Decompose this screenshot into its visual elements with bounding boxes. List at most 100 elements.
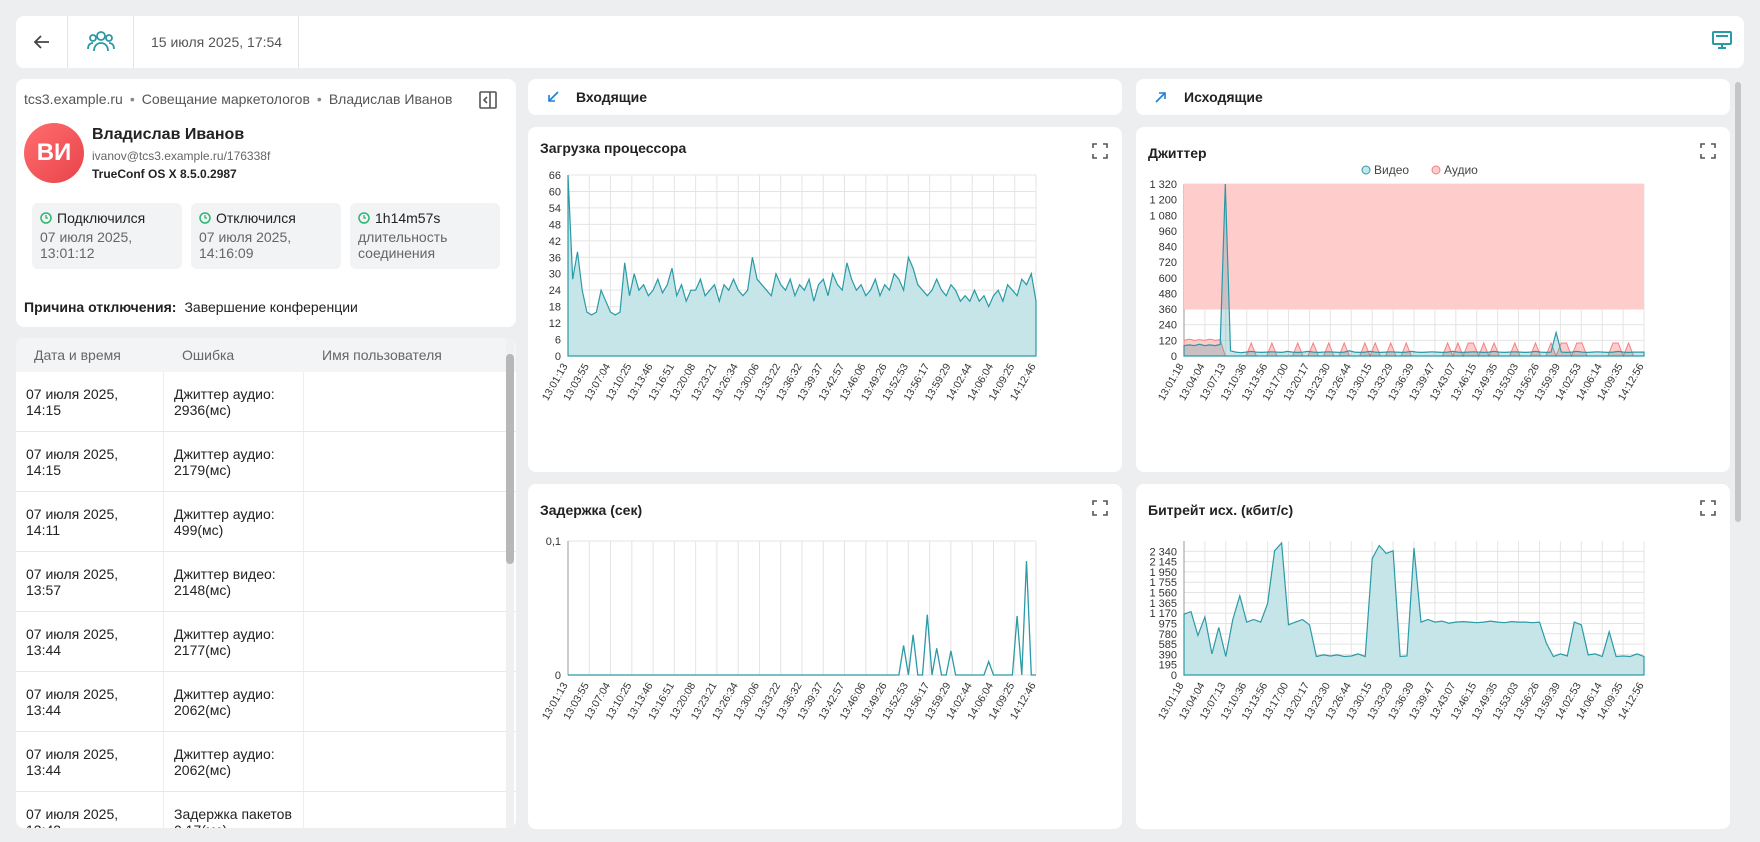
table-row[interactable]: 07 июля 2025,13:43Задержка пакетов0,17(м…: [16, 792, 516, 828]
legend-swatch-audio: [1431, 165, 1441, 175]
session-datetime: 15 июля 2025, 17:54: [134, 16, 299, 68]
delay-chart-panel: Задержка (сек) 0 0,1 13:01:13 13:03:55 13:07…: [528, 484, 1122, 829]
fullscreen-icon[interactable]: [1092, 500, 1108, 516]
cell-datetime: 07 июля 2025, 13:44: [16, 672, 164, 731]
cell-username: [304, 792, 502, 828]
y-tick-label: 975: [1159, 618, 1177, 630]
y-tick-label: 195: [1159, 660, 1177, 672]
stat-disconnected-time: 14:16:09: [199, 245, 254, 261]
table-row[interactable]: 07 июля 2025, 13:44 Джиттер аудио: 2062(мс): [16, 672, 516, 732]
y-tick-label: 0,1: [546, 536, 561, 548]
cell-username: [304, 612, 502, 671]
cell-datetime: 07 июля 2025,13:43: [16, 792, 164, 828]
table-row[interactable]: 07 июля 2025, 14:15 Джиттер аудио: 2179(мс): [16, 432, 516, 492]
cell-error: Джиттер видео: 2148(мс): [164, 552, 304, 611]
cell-username: [304, 492, 502, 551]
avatar: ВИ: [24, 123, 84, 183]
conference-icon-button[interactable]: [68, 16, 134, 68]
back-button[interactable]: [16, 16, 68, 68]
arrow-left-icon: [33, 35, 49, 49]
y-tick-label: 6: [555, 335, 561, 347]
disconnect-reason: Причина отключения: Завершение конференц…: [24, 299, 358, 315]
chart-svg: 0 120 240 360 480 600 720 840 960 1 080 1 200 1 320…: [1149, 163, 1646, 403]
table-row[interactable]: 07 июля 2025, 13:57 Джиттер видео: 2148(мс): [16, 552, 516, 612]
table-row[interactable]: 07 июля 2025, 13:44 Джиттер аудио: 2177(мс): [16, 612, 516, 672]
chart-svg: 00,113:01:1313:03:5513:07:0413:10:2513:1…: [540, 536, 1039, 722]
y-tick-label: 960: [1159, 226, 1177, 238]
y-tick-label: 0: [1171, 351, 1177, 363]
breadcrumb-conference[interactable]: Совещание маркетологов: [141, 91, 310, 107]
y-tick-label: 66: [549, 170, 561, 182]
collapse-panel-button[interactable]: [478, 90, 498, 110]
monitor-icon: [1712, 31, 1732, 49]
cell-error: Задержка пакетов0,17(мс): [164, 792, 304, 828]
y-tick-label: 0: [555, 670, 561, 682]
chart-legend: Видео Аудио: [1361, 163, 1478, 177]
legend-swatch-video: [1361, 165, 1371, 175]
cell-error: Джиттер аудио: 2062(мс): [164, 672, 304, 731]
table-body: 07 июля 2025, 14:15 Джиттер аудио: 2936(мс)…: [16, 372, 516, 828]
fullscreen-icon[interactable]: [1092, 143, 1108, 159]
cell-error: Джиттер аудио: 2062(мс): [164, 732, 304, 791]
sidebar-collapse-icon: [479, 91, 497, 109]
cell-error: Джиттер аудио: 2936(мс): [164, 372, 304, 431]
outgoing-label: Исходящие: [1184, 89, 1263, 105]
column-header-username[interactable]: Имя пользователя: [322, 347, 442, 363]
cell-error: Джиттер аудио: 2179(мс): [164, 432, 304, 491]
cell-username: [304, 732, 502, 791]
outgoing-header[interactable]: Исходящие: [1136, 79, 1730, 115]
stat-duration-label1: длительность: [358, 229, 448, 245]
display-toggle-button[interactable]: [1710, 29, 1734, 58]
series-video: [1183, 183, 1645, 357]
y-tick-label: 36: [549, 252, 561, 264]
incoming-header[interactable]: Входящие: [528, 79, 1122, 115]
y-tick-label: 780: [1159, 629, 1177, 641]
table-row[interactable]: 07 июля 2025, 13:44 Джиттер аудио: 2062(мс): [16, 732, 516, 792]
breadcrumb-server[interactable]: tcs3.example.ru: [24, 91, 123, 107]
stat-disconnected: Отключился 07 июля 2025, 14:16:09: [191, 203, 341, 269]
user-email: ivanov@tcs3.example.ru/176338f: [92, 149, 271, 163]
series-area: [567, 174, 1037, 357]
y-tick-label: 1 080: [1149, 210, 1177, 222]
cpu-load-chart-panel: Загрузка процессора 0 6 12 18 24 30 36 42 48 54 60…: [528, 127, 1122, 472]
cell-datetime: 07 июля 2025, 14:15: [16, 432, 164, 491]
table-row[interactable]: 07 июля 2025, 14:15 Джиттер аудио: 2936(мс): [16, 372, 516, 432]
cell-username: [304, 372, 502, 431]
stat-connected-time: 13:01:12: [40, 245, 95, 261]
bitrate-chart-panel: Битрейт исх. (кбит/с) 0 195 390 585 780 975 1 …: [1136, 484, 1730, 829]
cell-username: [304, 672, 502, 731]
y-tick-label: 24: [549, 285, 561, 297]
y-tick-label: 60: [549, 186, 561, 198]
user-client-version: TrueConf OS X 8.5.0.2987: [92, 167, 237, 181]
y-tick-label: 0: [555, 351, 561, 363]
column-header-error[interactable]: Ошибка: [182, 347, 235, 363]
y-tick-label: 720: [1159, 257, 1177, 269]
table-scrollbar-thumb[interactable]: [506, 354, 514, 564]
cell-datetime: 07 июля 2025, 13:57: [16, 552, 164, 611]
column-header-datetime[interactable]: Дата и время: [34, 347, 121, 363]
fullscreen-icon[interactable]: [1700, 500, 1716, 516]
series-area: [1183, 541, 1645, 676]
stat-connected-date: 07 июля 2025,: [40, 229, 133, 245]
legend-label-audio: Аудио: [1444, 163, 1478, 177]
y-tick-label: 480: [1159, 288, 1177, 300]
stat-connected-title: Подключился: [57, 210, 146, 226]
fullscreen-icon[interactable]: [1700, 143, 1716, 159]
y-tick-label: 42: [549, 236, 561, 248]
chart-title: Джиттер: [1148, 145, 1207, 161]
breadcrumb: tcs3.example.ru • Совещание маркетологов…: [24, 91, 452, 107]
y-tick-label: 30: [549, 269, 561, 281]
y-tick-label: 1 170: [1149, 608, 1177, 620]
page-scrollbar-thumb[interactable]: [1735, 82, 1741, 522]
stat-duration-title: 1h14m57s: [375, 210, 441, 226]
table-scrollbar[interactable]: [506, 338, 514, 828]
chart-svg: 061218243036424854606613:01:1313:03:5513…: [540, 170, 1039, 403]
stat-disconnected-date: 07 июля 2025,: [199, 229, 292, 245]
y-tick-label: 2 340: [1149, 546, 1177, 558]
y-tick-label: 1 755: [1149, 577, 1177, 589]
y-tick-label: 18: [549, 302, 561, 314]
stat-disconnected-title: Отключился: [216, 210, 296, 226]
clock-icon: [199, 212, 211, 224]
table-row[interactable]: 07 июля 2025, 14:11 Джиттер аудио: 499(мс): [16, 492, 516, 552]
